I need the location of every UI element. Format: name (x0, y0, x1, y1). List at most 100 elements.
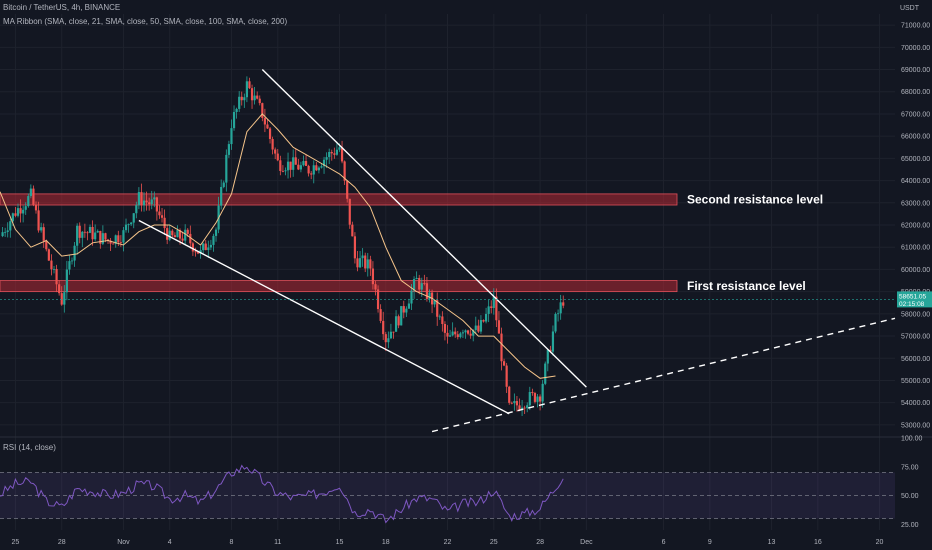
candle-up (520, 407, 524, 410)
ma-21-line (0, 113, 556, 379)
candle-down (518, 405, 521, 410)
rsi-label[interactable]: RSI (14, close) (3, 443, 56, 452)
rsi-pane[interactable] (0, 464, 895, 524)
time-tick-label: 18 (382, 539, 390, 546)
candle-up (235, 108, 238, 113)
candle-down (356, 258, 359, 268)
candle-up (554, 313, 557, 332)
candle-up (299, 165, 303, 170)
time-tick-label: 20 (876, 539, 884, 546)
candle-up (312, 165, 315, 175)
resistance-zone (0, 193, 678, 206)
candle-up (284, 170, 287, 172)
candle-up (176, 230, 179, 238)
channel-trendline (138, 219, 510, 415)
candle-up (433, 300, 436, 305)
candle-down (196, 251, 200, 254)
symbol-title[interactable]: Bitcoin / TetherUS, 4h, BINANCE (3, 3, 121, 12)
candle-down (155, 197, 158, 212)
candle-up (168, 230, 171, 240)
price-tick-label: 62000.00 (901, 223, 930, 230)
candle-up (253, 95, 256, 101)
price-tick-label: 69000.00 (901, 67, 930, 74)
candle-down (549, 349, 552, 352)
candle-down (194, 251, 197, 253)
price-tick-label: 56000.00 (901, 356, 930, 363)
candle-down (261, 103, 264, 118)
candle-down (482, 320, 485, 322)
candle-up (29, 188, 32, 197)
candle-down (186, 229, 189, 234)
candle-up (556, 313, 560, 315)
candle-down (248, 81, 251, 89)
candle-up (114, 235, 117, 244)
candle-down (562, 302, 565, 306)
candle-down (392, 331, 395, 333)
candle-up (209, 244, 212, 248)
price-tick-label: 71000.00 (901, 23, 930, 30)
candle-down (369, 259, 372, 269)
candle-up (286, 161, 290, 171)
candle-up (135, 205, 138, 214)
candle-up (559, 302, 562, 314)
candle-down (490, 306, 493, 308)
candle-down (523, 407, 526, 409)
time-tick-label: 28 (536, 539, 544, 546)
candle-up (16, 208, 20, 216)
time-tick-label: 15 (336, 539, 344, 546)
candle-up (220, 186, 223, 206)
candle-down (112, 243, 115, 245)
candle-up (322, 159, 326, 167)
candle-down (436, 300, 439, 317)
candle-up (400, 306, 403, 326)
price-tick-label: 65000.00 (901, 156, 930, 163)
price-badge-countdown: 02:15:08 (899, 301, 925, 308)
rsi-tick-label: 100.00 (901, 436, 923, 443)
candle-down (266, 124, 269, 129)
candle-down (34, 204, 38, 211)
candle-down (397, 316, 400, 326)
candle-down (441, 316, 444, 325)
candle-up (214, 229, 218, 236)
candle-down (500, 333, 503, 362)
candle-down (384, 334, 387, 343)
candle-up (405, 308, 408, 313)
candle-up (544, 363, 547, 384)
time-tick-label: Nov (117, 539, 130, 546)
price-tick-label: 54000.00 (901, 400, 930, 407)
candle-up (546, 349, 549, 364)
candle-down (510, 402, 513, 404)
candle-up (472, 329, 475, 336)
candle-down (160, 215, 164, 218)
candle-up (227, 144, 230, 155)
candle-down (353, 236, 357, 259)
indicator-legend[interactable]: MA Ribbon (SMA, close, 21, SMA, close, 5… (3, 17, 288, 26)
time-tick-label: 13 (768, 539, 776, 546)
channel-trendline (261, 69, 587, 388)
candle-up (317, 167, 321, 171)
candle-down (145, 200, 148, 203)
candle-up (387, 338, 390, 343)
candle-down (55, 269, 58, 285)
candle-down (99, 230, 102, 244)
candle-up (22, 209, 25, 214)
candle-down (158, 211, 161, 216)
candle-up (101, 233, 104, 244)
candle-up (536, 396, 539, 402)
candle-down (505, 365, 508, 387)
candle-up (464, 330, 467, 333)
candle-up (65, 269, 68, 293)
rsi-tick-label: 50.00 (901, 493, 919, 500)
candle-up (420, 283, 423, 290)
candle-down (178, 230, 182, 239)
candle-down (371, 268, 375, 285)
candle-up (24, 206, 27, 210)
axes: 71000.00 70000.00 69000.00 68000.00 67000.00… (0, 5, 932, 546)
candle-down (376, 289, 380, 310)
candle-up (366, 259, 369, 269)
candle-down (109, 240, 112, 244)
candle-down (279, 160, 282, 171)
candle-down (204, 243, 207, 251)
candle-up (96, 230, 99, 233)
candle-down (37, 210, 40, 231)
